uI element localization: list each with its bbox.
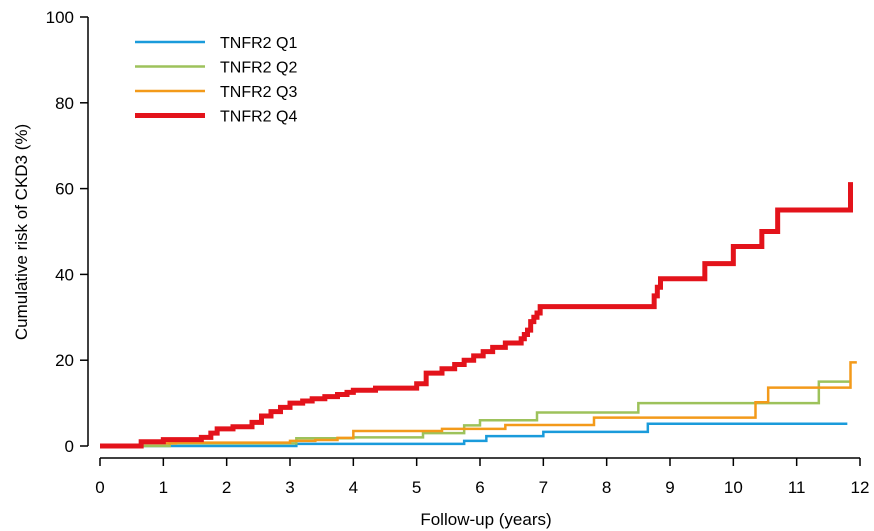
x-tick-label: 10 [724,478,743,497]
x-tick-label: 7 [539,478,548,497]
x-tick-label: 2 [222,478,231,497]
x-tick-label: 8 [602,478,611,497]
x-axis-title: Follow-up (years) [420,510,551,529]
x-tick-label: 0 [95,478,104,497]
y-tick-label: 0 [65,437,74,456]
y-tick-label: 60 [55,180,74,199]
legend-label-q2: TNFR2 Q2 [220,60,297,77]
series-line-q3 [100,361,857,448]
x-tick-label: 5 [412,478,421,497]
x-tick-label: 12 [851,478,870,497]
series-line-q4 [100,182,853,449]
x-tick-label: 9 [665,478,674,497]
y-tick-label: 40 [55,265,74,284]
x-tick-label: 4 [349,478,358,497]
y-tick-label: 100 [46,8,74,27]
legend: TNFR2 Q1 TNFR2 Q2 TNFR2 Q3 TNFR2 Q4 [135,35,297,126]
legend-label-q3: TNFR2 Q3 [220,84,297,101]
legend-label-q1: TNFR2 Q1 [220,35,297,52]
y-tick-label: 80 [55,94,74,113]
x-tick-label: 11 [788,478,806,497]
x-tick-label: 3 [285,478,294,497]
x-tick-label: 1 [159,478,168,497]
series-layer [100,182,857,449]
y-tick-label: 20 [55,351,74,370]
legend-label-q4: TNFR2 Q4 [220,109,297,126]
y-axis-title: Cumulative risk of CKD3 (%) [12,124,31,340]
x-tick-label: 6 [475,478,484,497]
